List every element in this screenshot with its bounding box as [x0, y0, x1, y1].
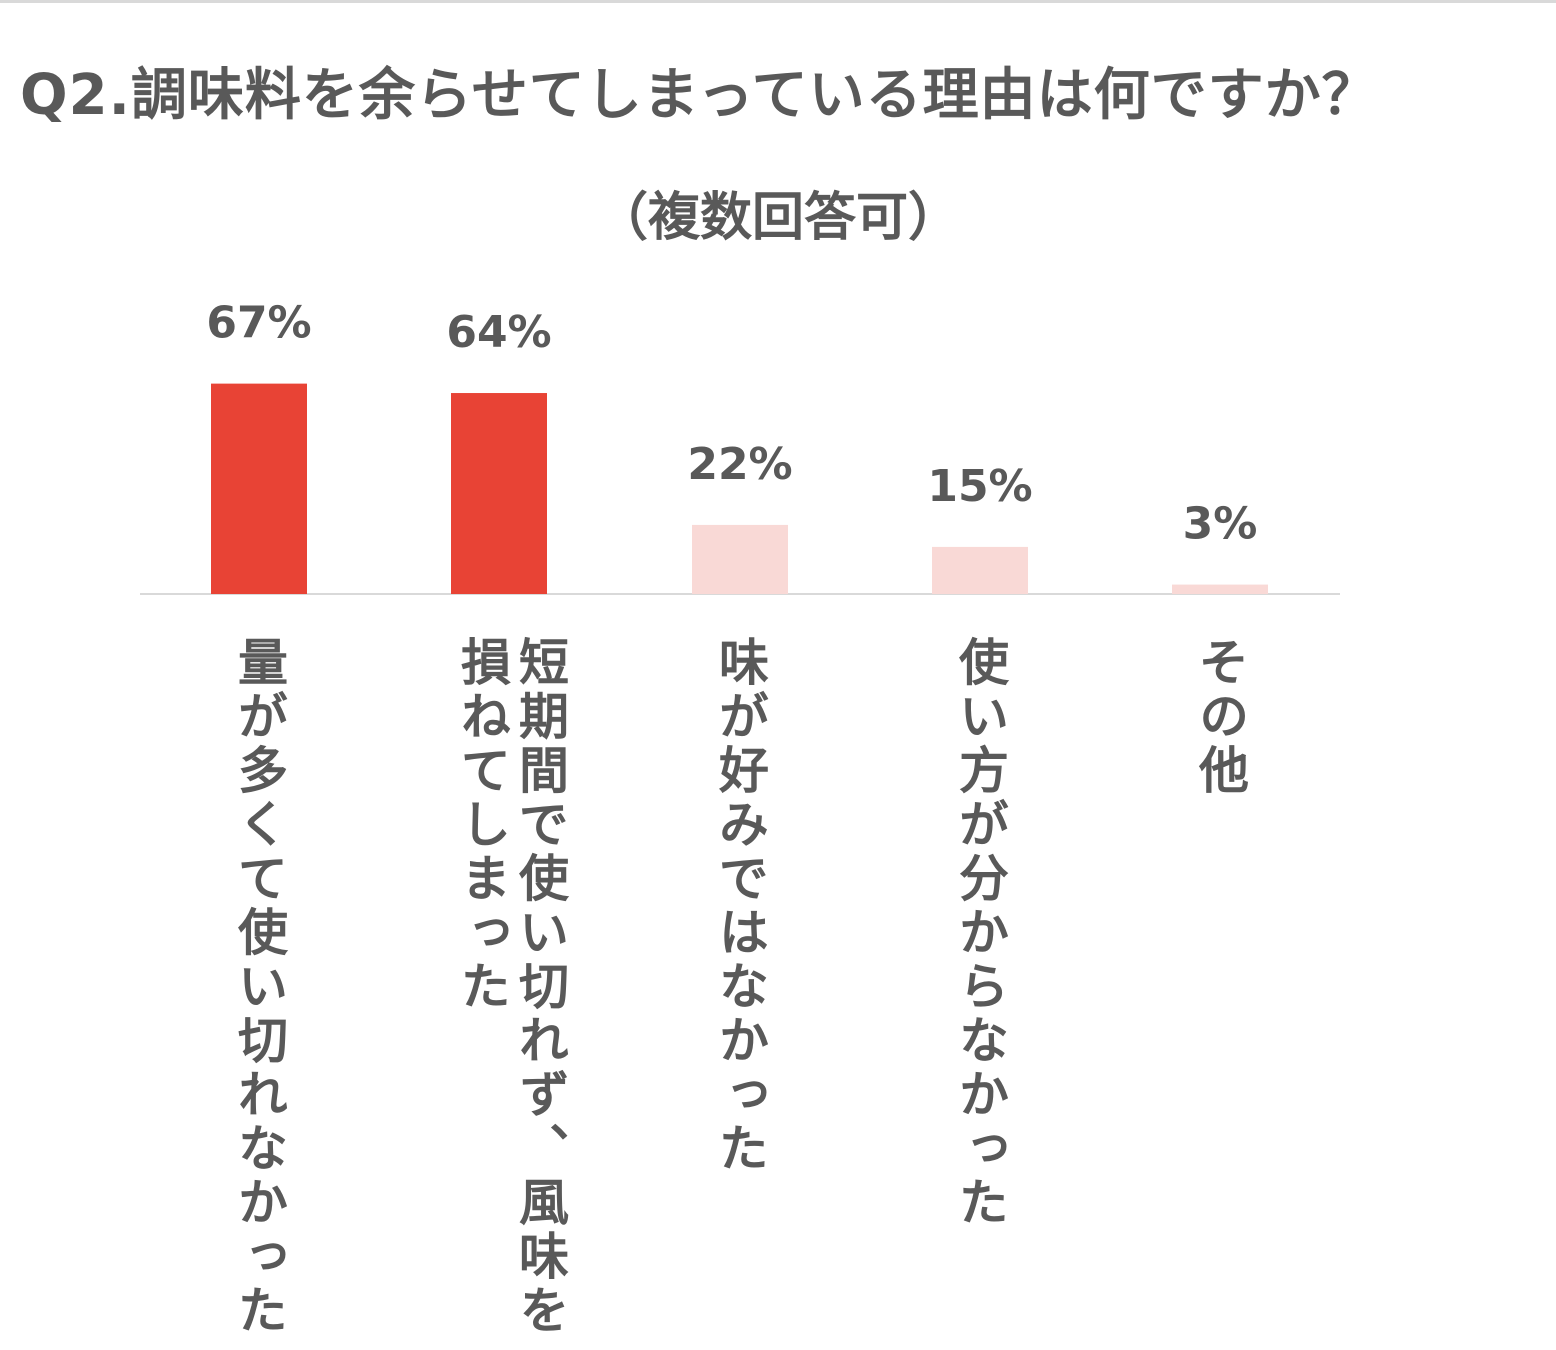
category-label-line: 量が多くて使い切れなかった: [230, 636, 288, 1338]
category-label-4: 使い方が分からなかった: [951, 636, 1009, 1230]
top-rule: [0, 0, 1556, 3]
category-label-line: 味が好みではなかった: [711, 636, 769, 1176]
category-label-3: 味が好みではなかった: [711, 636, 769, 1176]
category-label-line: その他: [1191, 636, 1249, 798]
bar-5: [1172, 584, 1268, 594]
category-label-1: 量が多くて使い切れなかった: [230, 636, 288, 1338]
bar-3: [692, 524, 788, 594]
value-label-4: 15%: [927, 461, 1032, 512]
bar-2: [451, 393, 547, 594]
value-label-3: 22%: [687, 439, 792, 490]
value-label-2: 64%: [446, 307, 551, 358]
category-label-2: 短期間で使い切れず、風味を 損ねてしまった: [453, 636, 569, 1338]
bar-1: [211, 383, 307, 594]
bar-4: [932, 546, 1028, 594]
chart-title: Q2.調味料を余らせてしまっている理由は何ですか？: [20, 63, 1379, 128]
category-label-line: 使い方が分からなかった: [951, 636, 1009, 1230]
value-label-5: 3%: [1183, 499, 1258, 550]
category-label-line: 短期間で使い切れず、風味を: [511, 636, 569, 1338]
chart-subtitle: （複数回答可）: [595, 188, 960, 248]
category-label-5: その他: [1191, 636, 1249, 798]
category-label-line: 損ねてしまった: [453, 636, 511, 1014]
value-label-1: 67%: [206, 298, 311, 349]
